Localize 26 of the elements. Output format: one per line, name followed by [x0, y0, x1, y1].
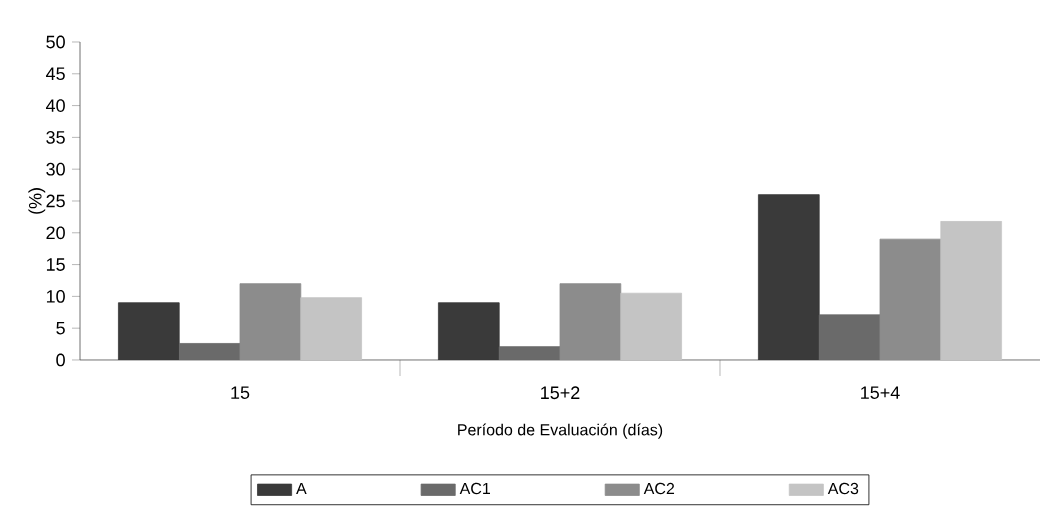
- bar: [178, 343, 241, 360]
- x-tick-label: 15: [231, 386, 250, 399]
- y-tick-label: 35: [46, 131, 65, 144]
- y-tick-label: 20: [46, 226, 65, 240]
- bar: [758, 194, 820, 360]
- bar: [118, 302, 180, 360]
- legend-label: A: [296, 482, 307, 494]
- x-tick-label: 15+4: [861, 386, 900, 399]
- legend-label: AC2: [643, 482, 675, 495]
- x-tick-label: 15+2: [541, 386, 580, 400]
- legend-label: AC1: [459, 482, 490, 495]
- bar: [438, 302, 500, 360]
- y-tick-label: 25: [46, 194, 65, 208]
- y-tick-label: 10: [46, 290, 65, 303]
- y-tick-label: 40: [45, 99, 65, 112]
- y-tick-label: 50: [46, 35, 65, 49]
- y-axis-title: (%): [28, 188, 46, 214]
- y-tick-label: 5: [56, 321, 65, 335]
- legend-label: AC3: [827, 482, 859, 495]
- bar: [498, 346, 561, 360]
- y-tick-label: 30: [46, 162, 65, 176]
- y-tick-label: 45: [45, 67, 65, 81]
- y-tick-label: 15: [46, 258, 65, 271]
- y-tick-label: 0: [56, 353, 65, 367]
- x-axis-title: Período de Evaluación (días): [458, 423, 663, 439]
- bar: [818, 314, 881, 360]
